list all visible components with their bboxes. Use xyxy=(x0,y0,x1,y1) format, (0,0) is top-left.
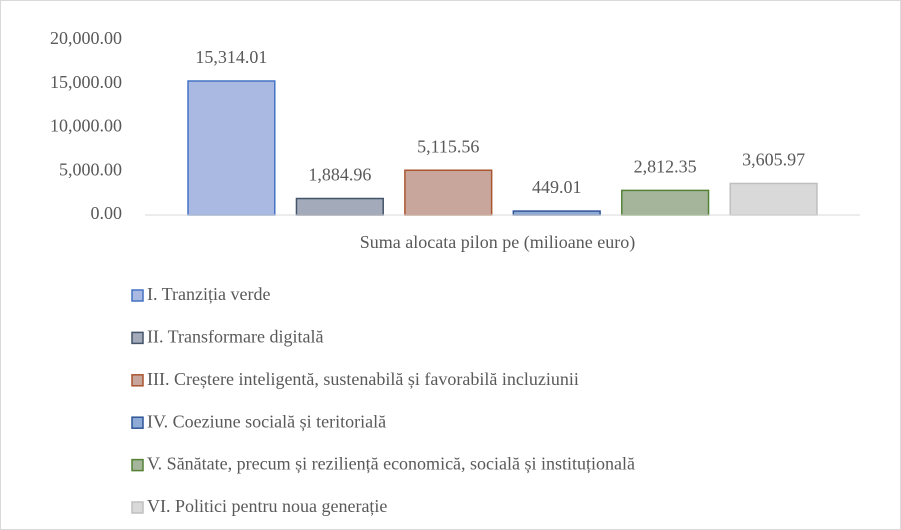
legend-label: V. Sănătate, precum și reziliență econom… xyxy=(147,454,635,474)
x-tick-label: Suma alocata pilon pe (milioane euro) xyxy=(360,232,635,253)
legend-label: IV. Coeziune socială și teritorială xyxy=(147,411,386,431)
legend-swatch xyxy=(131,374,144,387)
value-label: 15,314.01 xyxy=(195,47,267,67)
legend-swatch xyxy=(131,458,144,472)
y-tick-label: 10,000.00 xyxy=(50,116,122,136)
bar xyxy=(295,197,384,216)
legend-swatch xyxy=(131,501,144,514)
value-label: 449.01 xyxy=(532,177,582,197)
legend-label: VI. Politici pentru noua generație xyxy=(147,496,387,516)
y-tick-label: 20,000.00 xyxy=(50,28,122,48)
value-label: 1,884.96 xyxy=(308,165,371,185)
bar xyxy=(187,80,276,216)
y-tick-label: 15,000.00 xyxy=(50,72,122,92)
bar xyxy=(729,182,818,216)
y-tick-label: 5,000.00 xyxy=(59,159,122,179)
legend-label: II. Transformare digitală xyxy=(147,327,323,347)
y-tick-label: 0.00 xyxy=(91,203,123,223)
legend-swatch xyxy=(131,289,144,302)
value-label: 5,115.56 xyxy=(417,136,479,156)
legend-label: I. Tranziția verde xyxy=(147,284,270,304)
bar xyxy=(404,169,493,216)
value-label: 2,812.35 xyxy=(634,157,697,177)
legend-swatch xyxy=(131,416,144,429)
bar xyxy=(512,210,601,216)
legend-swatch xyxy=(131,331,144,345)
value-label: 3,605.97 xyxy=(742,150,805,170)
legend-label: III. Creștere inteligentă, sustenabilă ș… xyxy=(147,369,579,389)
bar xyxy=(621,189,710,216)
